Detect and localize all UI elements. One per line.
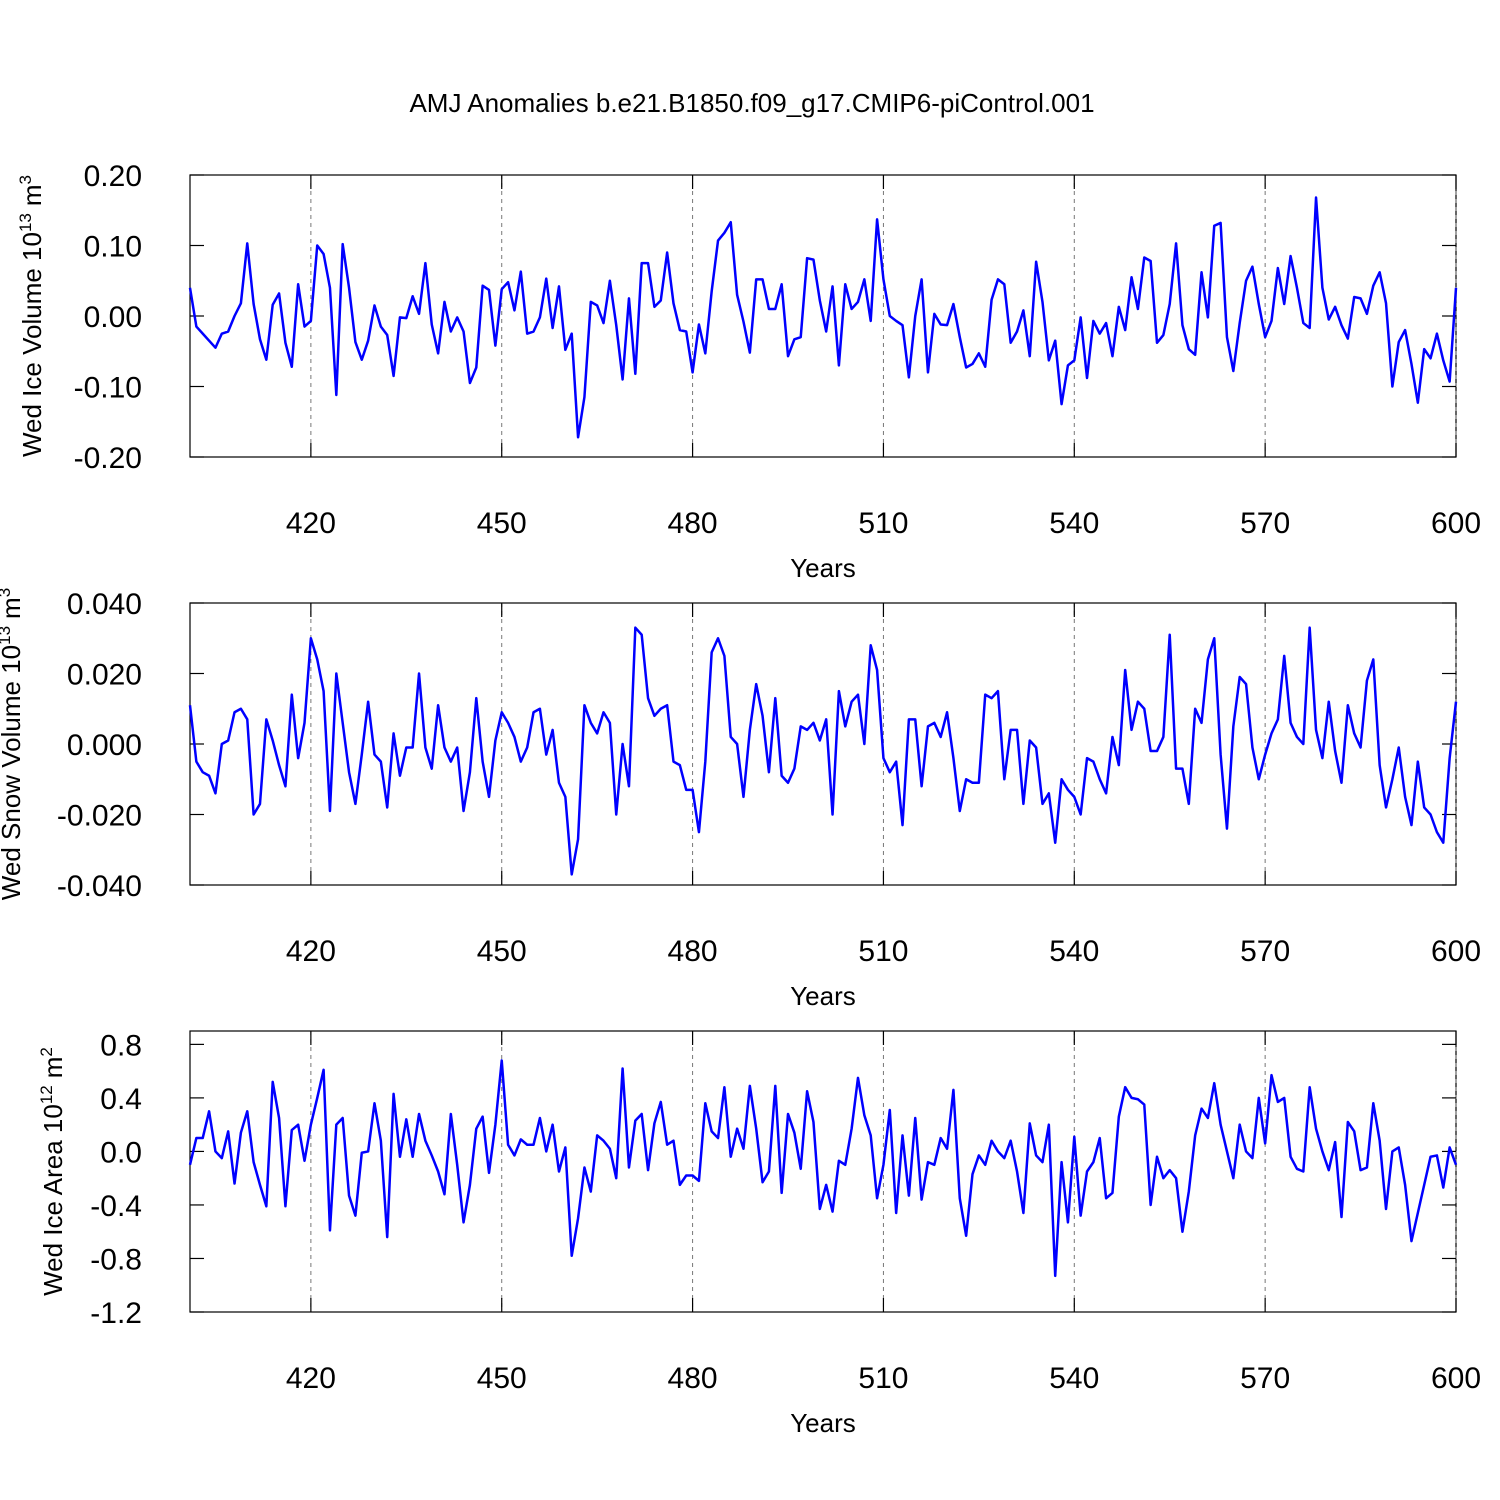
- x-tick-label: 540: [1049, 935, 1099, 968]
- y-tick-label: -0.20: [74, 442, 142, 475]
- y-axis-label-text: Wed Snow Volume 10: [0, 645, 26, 900]
- y-tick-label: -0.4: [90, 1190, 142, 1223]
- data-line: [188, 1059, 1458, 1278]
- y-axis-label-unit-exp: 3: [0, 588, 14, 597]
- y-axis-label-unit-exp: 2: [37, 1047, 56, 1056]
- y-axis-label: Wed Ice Area 1012 m2: [37, 1047, 68, 1296]
- x-tick-label: 600: [1431, 1362, 1481, 1395]
- y-tick-label: 0.4: [100, 1083, 142, 1116]
- x-tick-label: 480: [668, 507, 718, 540]
- x-tick-label: 510: [858, 507, 908, 540]
- x-tick-label: 540: [1049, 1362, 1099, 1395]
- x-tick-label: 480: [668, 935, 718, 968]
- y-tick-label: 0.00: [84, 301, 142, 334]
- y-tick-label: -1.2: [90, 1297, 142, 1330]
- y-axis-label-text: Wed Ice Area 10: [38, 1104, 68, 1296]
- x-axis-label: Years: [790, 981, 856, 1011]
- y-axis-label-unit: m: [0, 597, 26, 619]
- x-tick-label: 450: [477, 507, 527, 540]
- x-tick-label: 450: [477, 1362, 527, 1395]
- y-tick-label: 0.20: [84, 160, 142, 193]
- x-tick-label: 570: [1240, 935, 1290, 968]
- data-line: [188, 196, 1458, 439]
- x-tick-label: 570: [1240, 1362, 1290, 1395]
- y-tick-label: -0.020: [57, 800, 142, 833]
- x-tick-label: 480: [668, 1362, 718, 1395]
- y-axis-label-exp: 12: [37, 1085, 56, 1104]
- x-tick-label: 420: [286, 507, 336, 540]
- y-axis-label-exp: 13: [16, 213, 35, 232]
- y-tick-label: 0.0: [100, 1136, 142, 1169]
- y-tick-label: 0.000: [67, 729, 142, 762]
- y-axis-label: Wed Ice Volume 1013 m3: [16, 175, 47, 457]
- x-tick-label: 510: [858, 935, 908, 968]
- y-axis-label-unit: m: [17, 184, 47, 206]
- x-axis-label: Years: [790, 1408, 856, 1438]
- y-tick-label: 0.8: [100, 1029, 142, 1062]
- data-line: [188, 626, 1458, 876]
- plot-frame: [189, 1030, 1457, 1313]
- y-axis-label-unit: m: [38, 1057, 68, 1079]
- y-tick-label: -0.8: [90, 1243, 142, 1276]
- y-axis-label: Wed Snow Volume 1013 m3: [0, 588, 26, 900]
- chart-title: AMJ Anomalies b.e21.B1850.f09_g17.CMIP6-…: [409, 88, 1094, 118]
- x-tick-label: 600: [1431, 935, 1481, 968]
- x-tick-label: 420: [286, 935, 336, 968]
- x-tick-label: 450: [477, 935, 527, 968]
- y-tick-label: -0.040: [57, 870, 142, 903]
- x-axis-label: Years: [790, 553, 856, 583]
- y-axis-label-text: Wed Ice Volume 10: [17, 232, 47, 457]
- y-tick-label: 0.10: [84, 231, 142, 264]
- x-tick-label: 600: [1431, 507, 1481, 540]
- x-tick-label: 540: [1049, 507, 1099, 540]
- x-tick-label: 570: [1240, 507, 1290, 540]
- x-tick-label: 510: [858, 1362, 908, 1395]
- y-tick-label: 0.020: [67, 659, 142, 692]
- y-tick-label: 0.040: [67, 588, 142, 621]
- y-axis-label-exp: 13: [0, 626, 14, 645]
- y-tick-label: -0.10: [74, 372, 142, 405]
- x-tick-label: 420: [286, 1362, 336, 1395]
- y-axis-label-unit-exp: 3: [16, 175, 35, 184]
